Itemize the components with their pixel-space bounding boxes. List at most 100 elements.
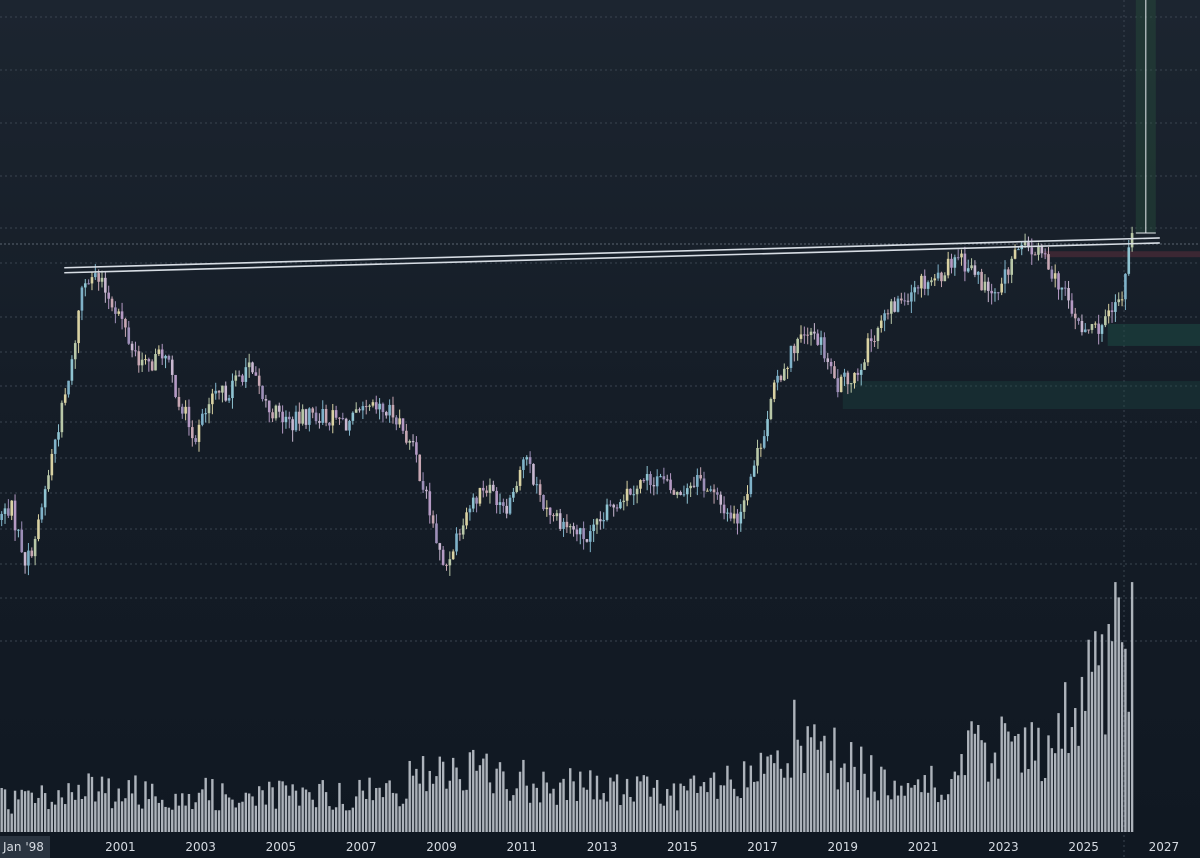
- candle-body-148: [495, 490, 498, 505]
- candle-73: [244, 358, 248, 388]
- candle-body-265: [886, 313, 890, 315]
- candle-243: [813, 323, 816, 340]
- candle-135: [451, 549, 455, 560]
- candle-68: [227, 394, 231, 403]
- candle-body-75: [251, 362, 254, 373]
- volume-bar-195: [652, 787, 656, 832]
- candle-298: [997, 291, 1000, 301]
- volume-bar-214: [716, 798, 719, 832]
- candle-body-198: [662, 476, 666, 480]
- candle-body-253: [846, 372, 850, 385]
- candle-body-205: [685, 488, 689, 495]
- volume-bar-247: [826, 773, 829, 832]
- volume-bar-275: [920, 792, 923, 832]
- candle-body-84: [281, 411, 284, 423]
- candle-body-125: [418, 454, 422, 482]
- x-tick-label-2009: 2009: [426, 840, 457, 854]
- candle-182: [609, 500, 612, 507]
- candle-20: [67, 380, 70, 398]
- candle-184: [615, 504, 619, 512]
- volume-bar-282: [943, 799, 947, 832]
- candle-237: [793, 343, 796, 362]
- candle-body-0: [0, 513, 3, 520]
- candle-body-136: [455, 533, 458, 552]
- candle-body-196: [655, 476, 659, 487]
- volume-bar-49: [164, 806, 167, 832]
- volume-bar-186: [622, 794, 625, 832]
- volume-bar-78: [261, 790, 264, 832]
- candle-body-330: [1104, 316, 1107, 326]
- candle-235: [786, 366, 789, 379]
- resistance-trendline[interactable]: [64, 237, 1160, 274]
- candle-body-252: [843, 372, 846, 377]
- volume-bar-261: [873, 791, 876, 832]
- candle-226: [756, 439, 759, 474]
- candle-body-336: [1124, 273, 1127, 300]
- volume-bar-40: [134, 775, 137, 832]
- candle-body-97: [324, 409, 328, 423]
- volume-bar-102: [341, 803, 345, 832]
- volume-bar-317: [1060, 748, 1064, 832]
- candle-111: [371, 399, 375, 408]
- candle-body-237: [793, 345, 796, 354]
- candle-31: [104, 272, 107, 303]
- candle-body-224: [749, 476, 753, 495]
- candle-body-159: [532, 463, 535, 485]
- candle-body-96: [321, 409, 325, 423]
- candle-200: [669, 473, 672, 494]
- candle-180: [602, 512, 605, 529]
- volume-bar-70: [234, 807, 237, 832]
- candle-50: [167, 354, 171, 363]
- candle-body-179: [599, 519, 602, 522]
- volume-bar-134: [448, 780, 452, 832]
- candle-88: [294, 405, 298, 432]
- volume-bar-278: [930, 765, 933, 832]
- volume-bar-244: [816, 749, 819, 832]
- candle-211: [706, 488, 709, 492]
- volume-bar-166: [555, 804, 559, 832]
- candle-body-40: [134, 350, 137, 352]
- volume-bar-48: [161, 799, 164, 832]
- volume-bar-296: [990, 763, 993, 832]
- candle-body-213: [712, 489, 716, 493]
- demand-zone-upper: [1107, 323, 1200, 346]
- candle-238: [796, 337, 799, 361]
- candle-body-227: [759, 447, 763, 449]
- candle-126: [421, 472, 425, 493]
- candle-322: [1077, 317, 1080, 325]
- volume-bar-294: [983, 742, 987, 832]
- volume-bar-36: [120, 801, 124, 832]
- candle-body-11: [37, 519, 40, 540]
- candle-body-69: [231, 380, 234, 399]
- volume-bar-322: [1077, 745, 1080, 832]
- volume-bar-246: [823, 735, 826, 832]
- candle-84: [281, 405, 284, 434]
- volume-bar-137: [458, 779, 462, 832]
- volume-bar-0: [0, 787, 3, 832]
- volume-bar-198: [662, 805, 666, 832]
- candle-85: [284, 410, 288, 429]
- volume-bar-249: [833, 727, 836, 832]
- x-tick-label-2027: 2027: [1149, 840, 1180, 854]
- support-zones: [842, 251, 1200, 410]
- volume-bar-133: [445, 788, 448, 832]
- candle-body-62: [207, 404, 211, 414]
- candle-body-34: [114, 307, 117, 314]
- candle-330: [1104, 309, 1107, 328]
- volume-bar-53: [177, 805, 181, 832]
- volume-bar-161: [538, 802, 542, 832]
- candle-120: [401, 418, 405, 435]
- volume-bar-81: [271, 787, 274, 832]
- candle-260: [869, 329, 873, 352]
- candle-body-35: [117, 311, 121, 314]
- candle-body-258: [863, 362, 866, 370]
- price-range-measure[interactable]: 375.72%: [1121, 0, 1170, 234]
- volume-bar-2: [7, 809, 10, 832]
- volume-bar-71: [237, 802, 241, 832]
- candle-body-36: [120, 311, 124, 319]
- candle-body-329: [1100, 325, 1104, 334]
- candle-body-9: [30, 550, 34, 557]
- candle-body-293: [980, 271, 983, 291]
